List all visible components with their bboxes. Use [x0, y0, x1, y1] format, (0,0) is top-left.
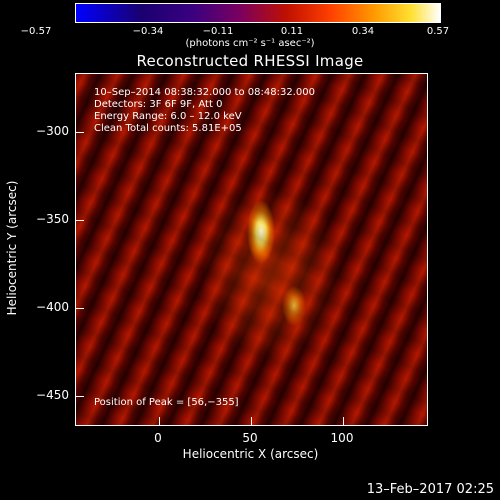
- x-tick-mark: [251, 417, 252, 425]
- annotation-time: 10–Sep–2014 08:38:32.000 to 08:48:32.000: [94, 87, 315, 98]
- x-tick-mark: [159, 417, 160, 425]
- colorbar-units: (photons cm⁻² s⁻¹ asec⁻²): [185, 38, 315, 49]
- y-tick-label: −300: [36, 124, 69, 138]
- rhessi-image: 10–Sep–2014 08:38:32.000 to 08:48:32.000…: [75, 73, 428, 426]
- y-tick-mark: [76, 132, 84, 133]
- colorbar-tick: 0.57: [426, 26, 450, 37]
- annotation-energy: Energy Range: 6.0 – 12.0 keV: [94, 111, 242, 122]
- colorbar: [75, 3, 441, 23]
- annotation-detectors: Detectors: 3F 6F 9F, Att 0: [94, 99, 223, 110]
- y-tick-label: −400: [36, 300, 69, 314]
- x-tick-label: 0: [154, 431, 162, 445]
- y-tick-mark: [76, 308, 84, 309]
- y-tick-mark: [76, 396, 84, 397]
- colorbar-tick: −0.34: [132, 26, 164, 37]
- colorbar-tick: 0.11: [280, 26, 304, 37]
- y-tick-mark: [76, 220, 84, 221]
- y-tick-label: −450: [36, 388, 69, 402]
- y-axis-label: Heliocentric Y (arcsec): [5, 180, 19, 316]
- colorbar-tick: 0.34: [351, 26, 375, 37]
- annotation-counts: Clean Total counts: 5.81E+05: [94, 123, 242, 134]
- x-tick-mark: [343, 417, 344, 425]
- y-tick-label: −350: [36, 212, 69, 226]
- annotation-peak: Position of Peak = [56,−355]: [94, 397, 239, 408]
- x-tick-label: 100: [330, 431, 354, 445]
- x-axis-label: Heliocentric X (arcsec): [182, 447, 319, 461]
- generated-date: 13–Feb–2017 02:25: [366, 482, 494, 497]
- colorbar-tick: −0.57: [20, 26, 52, 37]
- x-tick-label: 50: [242, 431, 258, 445]
- colorbar-tick: −0.11: [202, 26, 234, 37]
- plot-title: Reconstructed RHESSI Image: [136, 52, 364, 70]
